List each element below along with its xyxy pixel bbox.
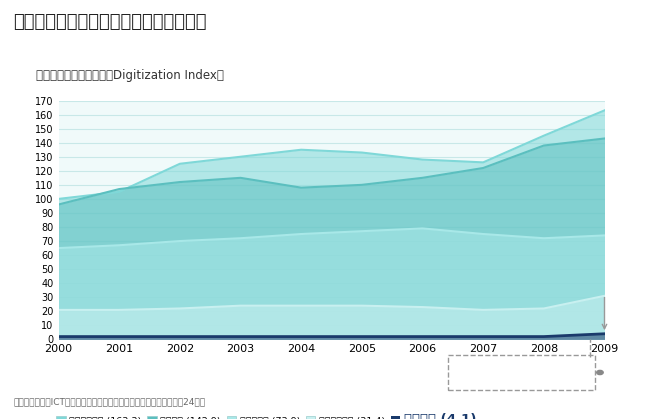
Text: 出典）総務省「ICTが成長に与えると効果に関する調査研究」（平成24年）: 出典）総務省「ICTが成長に与えると効果に関する調査研究」（平成24年） bbox=[13, 398, 205, 406]
Text: 産業別デジタル化指数（Digitization Index）: 産業別デジタル化指数（Digitization Index） bbox=[36, 69, 224, 82]
Text: 不動産業におけるテクノロジー化の遅れ: 不動産業におけるテクノロジー化の遅れ bbox=[13, 13, 207, 31]
Legend: 運輸・通信業 (163.3), 電気機械 (142.9), サービス業 (73.9), 卸売・小売業 (31.4), 不動産業 (4.1): 運輸・通信業 (163.3), 電気機械 (142.9), サービス業 (73.… bbox=[52, 410, 480, 419]
